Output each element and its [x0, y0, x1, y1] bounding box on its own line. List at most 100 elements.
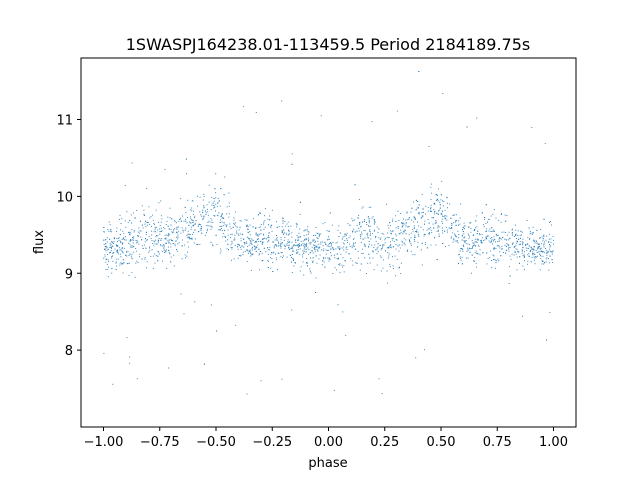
data-point — [223, 194, 225, 196]
data-point — [418, 213, 420, 215]
data-point — [416, 246, 418, 248]
data-point — [173, 229, 175, 231]
data-point — [243, 238, 245, 240]
data-point — [352, 239, 354, 240]
data-point — [132, 245, 134, 247]
data-point — [255, 247, 257, 249]
data-point — [433, 209, 435, 211]
data-point — [118, 237, 120, 239]
data-point — [522, 244, 523, 246]
data-point — [145, 247, 147, 249]
data-point — [304, 244, 306, 246]
data-point — [134, 276, 136, 278]
data-point — [463, 225, 465, 227]
data-point — [255, 228, 257, 230]
data-point — [552, 250, 554, 252]
data-point — [239, 255, 241, 257]
data-point — [509, 238, 511, 239]
data-point — [529, 230, 531, 232]
data-point — [249, 239, 251, 241]
data-point — [351, 260, 353, 262]
data-point — [388, 247, 390, 249]
data-point — [315, 246, 317, 248]
data-point — [230, 246, 232, 248]
data-point — [402, 224, 404, 226]
data-point — [515, 229, 517, 231]
data-point — [107, 259, 109, 261]
data-point — [274, 244, 276, 246]
data-point — [185, 257, 186, 259]
data-point — [479, 233, 480, 235]
data-point — [298, 245, 300, 247]
data-point — [147, 224, 149, 226]
data-point — [329, 258, 331, 260]
data-point — [240, 248, 242, 250]
data-point — [508, 283, 510, 284]
data-point — [116, 230, 118, 232]
data-point — [346, 238, 348, 240]
data-point — [115, 261, 117, 263]
data-point — [529, 233, 531, 235]
data-point — [183, 220, 185, 222]
data-point — [533, 239, 535, 241]
data-point — [422, 215, 424, 217]
data-point — [388, 253, 390, 255]
data-point — [271, 224, 273, 226]
data-point — [424, 213, 426, 215]
data-point — [310, 242, 312, 244]
data-point — [371, 233, 373, 235]
data-point — [155, 255, 157, 257]
data-point — [485, 230, 487, 232]
data-point — [113, 237, 115, 239]
data-point — [317, 250, 319, 252]
data-point — [359, 224, 361, 226]
data-point — [488, 218, 490, 220]
data-point — [291, 272, 293, 273]
data-point — [223, 222, 225, 224]
data-point — [539, 254, 541, 256]
data-point — [268, 232, 270, 234]
data-point — [105, 250, 107, 252]
data-point — [401, 240, 403, 242]
data-point — [291, 261, 292, 263]
data-point — [543, 218, 545, 220]
data-point — [217, 198, 219, 200]
data-point — [292, 258, 294, 259]
data-point — [376, 226, 378, 228]
data-point — [349, 245, 351, 247]
data-point — [472, 245, 474, 247]
data-point — [329, 212, 331, 214]
data-point — [216, 205, 218, 207]
data-point — [252, 239, 254, 241]
data-point — [110, 244, 112, 246]
data-point — [155, 239, 157, 241]
data-point — [222, 236, 224, 238]
data-point — [540, 247, 542, 249]
data-point — [402, 225, 404, 227]
data-point — [523, 260, 525, 262]
data-point — [315, 277, 317, 279]
data-point — [469, 236, 470, 238]
data-point — [264, 208, 266, 210]
data-point — [551, 259, 553, 261]
data-point — [420, 226, 422, 228]
data-point — [291, 236, 293, 238]
data-point — [418, 211, 420, 213]
data-point — [332, 248, 334, 250]
data-point — [545, 239, 547, 241]
data-point — [352, 220, 354, 222]
data-point — [512, 243, 513, 245]
data-point — [430, 211, 432, 212]
data-point — [351, 217, 353, 219]
data-point — [368, 245, 370, 247]
data-point — [210, 221, 212, 223]
data-point — [424, 223, 425, 225]
data-point — [218, 229, 220, 231]
data-point — [281, 231, 283, 232]
data-point — [173, 265, 175, 267]
data-point — [168, 234, 170, 235]
data-point — [122, 272, 124, 274]
data-point — [171, 231, 173, 233]
data-point — [517, 241, 518, 243]
data-point — [512, 234, 514, 236]
